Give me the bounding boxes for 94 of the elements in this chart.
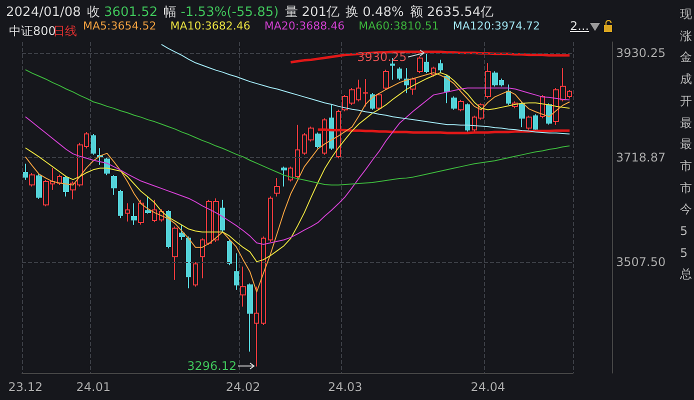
candlestick	[220, 199, 225, 232]
candlestick	[23, 163, 28, 180]
candlestick	[363, 78, 368, 107]
candlestick	[172, 226, 178, 280]
candlestick	[485, 62, 491, 99]
text: 最	[680, 136, 693, 154]
text: 额	[410, 5, 423, 20]
line-series	[160, 44, 570, 135]
line-series	[24, 88, 570, 245]
x-tick-label: 24.01	[76, 380, 111, 394]
text: MA10:3682.46	[170, 20, 250, 32]
candlestick	[519, 102, 525, 128]
line-series	[24, 69, 570, 186]
candlestick	[29, 172, 35, 187]
candlestick	[166, 210, 171, 249]
text: 收	[86, 5, 100, 20]
annotation: 3296.12	[187, 358, 237, 372]
candlestick	[288, 166, 293, 182]
text: 总	[680, 266, 693, 284]
text: 最	[680, 114, 693, 132]
candlestick	[417, 56, 423, 74]
candlestick	[465, 102, 470, 132]
text: 5	[680, 244, 689, 262]
x-tick-label: 24.03	[328, 380, 362, 394]
candlestick	[451, 96, 457, 110]
text: 3601.52	[104, 5, 158, 20]
candlestick	[458, 99, 464, 112]
candlestick	[533, 114, 538, 132]
candlestick	[376, 92, 382, 110]
x-tick-label: 24.02	[226, 380, 260, 394]
annotation: 3930.25	[357, 50, 407, 64]
candlestick	[57, 174, 62, 186]
text: 今	[680, 201, 693, 218]
text: 幅	[164, 5, 177, 20]
candlestick	[91, 134, 96, 156]
candlestick	[138, 199, 144, 226]
text: MA20:3688.46	[264, 20, 345, 32]
text: 2024/01/08	[6, 5, 81, 20]
text: 2...	[570, 19, 590, 33]
text: 5	[680, 223, 689, 240]
chart-subtitle: 日线	[53, 24, 77, 38]
chart-title: 中证800	[9, 24, 56, 38]
candlestick	[444, 74, 450, 104]
candlestick	[424, 52, 429, 74]
x-tick-label: 24.04	[470, 380, 506, 394]
candlestick	[315, 132, 321, 149]
candlestick	[145, 196, 151, 214]
candlestick	[111, 174, 117, 196]
candlestick	[179, 224, 185, 240]
candlestick	[36, 174, 42, 200]
text: -1.53%(-55.85)	[180, 5, 279, 20]
text: MA120:3974.72	[452, 20, 540, 32]
candlestick	[404, 68, 409, 94]
candlestick	[118, 189, 123, 219]
candlestick	[281, 166, 287, 188]
text: 成	[680, 71, 693, 88]
candlestick	[193, 262, 198, 288]
candlestick	[383, 69, 389, 90]
y-tick-label: 3930.25	[616, 46, 666, 60]
candlestick	[526, 115, 532, 130]
text: MA5:3654.52	[83, 20, 156, 32]
text: 201亿	[302, 5, 340, 20]
candlestick	[234, 252, 239, 290]
text: 市	[680, 180, 693, 197]
candlestick	[254, 286, 259, 368]
y-tick-label: 3718.87	[616, 150, 666, 164]
candlestick	[438, 59, 443, 74]
candlestick	[186, 236, 191, 289]
text: 2635.54亿	[426, 5, 494, 20]
x-tick-label: 23.12	[8, 380, 43, 394]
text: 开	[680, 92, 693, 110]
candlestick	[274, 178, 280, 198]
candlestick	[240, 266, 246, 308]
candlestick	[506, 84, 511, 106]
candlestick	[261, 236, 266, 326]
candlestick	[247, 282, 253, 352]
candlestick	[125, 202, 130, 222]
text: 涨	[680, 28, 693, 45]
text: 0.48%	[362, 5, 404, 20]
text: 量	[284, 5, 298, 20]
candlestick	[397, 66, 402, 81]
y-tick-label: 3507.50	[616, 254, 666, 269]
candlestick	[131, 202, 137, 226]
text: 现	[680, 6, 693, 23]
text: 换	[346, 5, 359, 20]
candlestick	[227, 239, 232, 266]
candlestick	[152, 199, 157, 223]
candlestick	[370, 92, 375, 110]
candlestick	[63, 176, 69, 198]
text: 市	[680, 158, 693, 175]
candlestick	[295, 124, 300, 179]
text: 金	[680, 49, 693, 66]
candlestick	[268, 196, 273, 242]
text: MA60:3810.51	[358, 20, 439, 32]
